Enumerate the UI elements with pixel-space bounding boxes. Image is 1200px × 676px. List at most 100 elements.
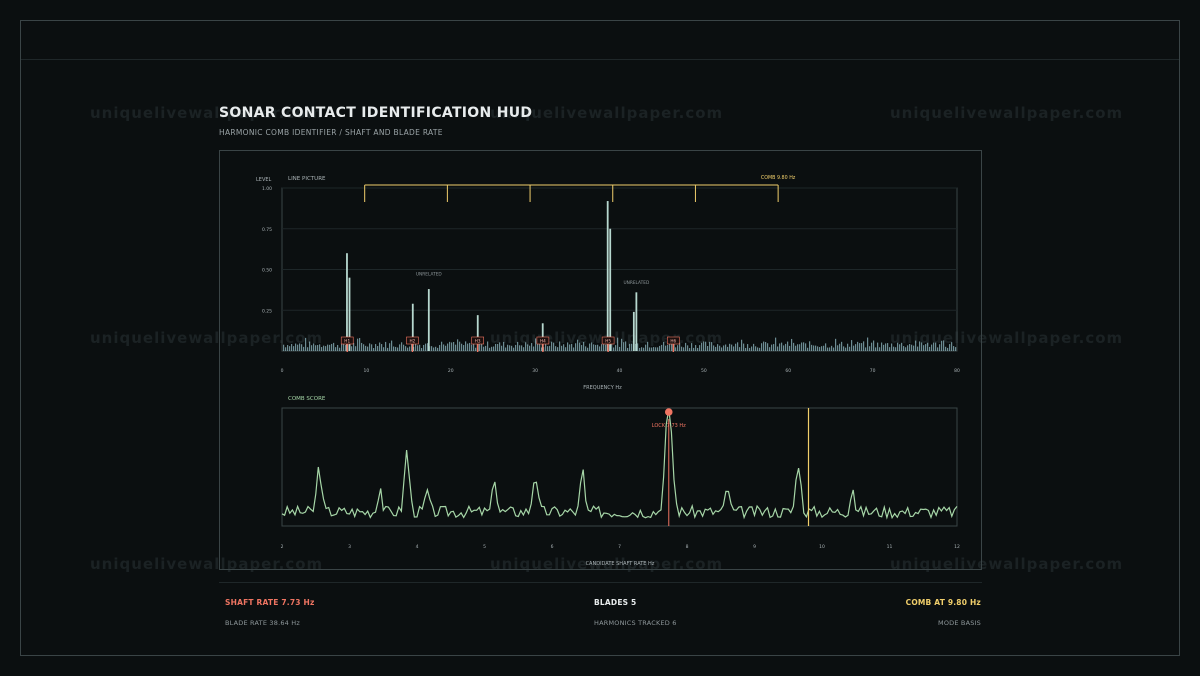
noise-bar [295, 343, 297, 351]
noise-bar [381, 344, 383, 351]
noise-bar [859, 343, 861, 351]
x-axis-label: CANDIDATE SHAFT RATE Hz [586, 561, 655, 567]
noise-bar [565, 347, 567, 351]
noise-bar [639, 347, 641, 351]
noise-bar [809, 341, 811, 351]
noise-bar [357, 338, 359, 351]
noise-bar [547, 346, 549, 351]
watermark: uniquelivewallpaper.com [90, 555, 324, 573]
noise-bar [427, 343, 429, 351]
noise-bar [947, 347, 949, 351]
noise-bar [813, 345, 815, 351]
noise-bar [731, 344, 733, 351]
noise-bar [313, 343, 315, 351]
noise-bar [709, 341, 711, 351]
noise-bar [559, 341, 561, 351]
noise-bar [829, 347, 831, 351]
noise-bar [955, 347, 957, 351]
noise-bar [767, 343, 769, 351]
comb-label: COMB 9.80 Hz [761, 175, 796, 181]
noise-bar [935, 342, 937, 351]
noise-bar [557, 347, 559, 351]
noise-bar [383, 347, 385, 351]
noise-bar [375, 344, 377, 351]
noise-bar [823, 345, 825, 351]
x-tick-label: 8 [686, 544, 689, 550]
x-tick-label: 20 [448, 368, 454, 374]
noise-bar [771, 344, 773, 351]
noise-bar [541, 347, 543, 351]
noise-bar [351, 346, 353, 351]
noise-bar [729, 343, 731, 351]
shaft-rate-readout: SHAFT RATE 7.73 Hz [225, 598, 315, 607]
noise-bar [369, 343, 371, 351]
noise-bar [691, 343, 693, 351]
noise-bar [941, 340, 943, 351]
noise-bar [535, 338, 537, 351]
noise-bar [869, 346, 871, 351]
noise-bar [507, 344, 509, 351]
noise-bar [793, 342, 795, 351]
noise-bar [333, 342, 335, 351]
noise-bar [299, 343, 301, 351]
noise-bar [533, 346, 535, 351]
noise-bar [783, 345, 785, 351]
noise-bar [415, 343, 417, 351]
noise-bar [705, 341, 707, 351]
noise-bar [343, 341, 345, 351]
noise-bar [493, 346, 495, 351]
noise-bar [649, 347, 651, 351]
noise-bar [845, 347, 847, 351]
harmonic-marker-label: H5 [605, 339, 611, 344]
noise-bar [617, 337, 619, 351]
noise-bar [405, 346, 407, 351]
annotation-unrelated: UNRELATED [623, 280, 649, 286]
noise-bar [611, 343, 613, 351]
noise-bar [847, 343, 849, 351]
noise-bar [555, 346, 557, 351]
noise-bar [661, 344, 663, 351]
tonal-line-bar [609, 228, 612, 351]
noise-bar [733, 346, 735, 351]
mode-readout: MODE BASIS [938, 619, 981, 627]
noise-bar [417, 345, 419, 351]
noise-bar [483, 346, 485, 351]
noise-bar [789, 345, 791, 351]
noise-bar [485, 345, 487, 351]
noise-bar [385, 341, 387, 351]
noise-bar [501, 345, 503, 351]
x-tick-label: 50 [701, 368, 707, 374]
noise-bar [903, 346, 905, 351]
noise-bar [701, 342, 703, 351]
noise-bar [927, 342, 929, 351]
noise-bar [457, 339, 459, 351]
y-tick-label: 0.25 [262, 308, 272, 314]
noise-bar [651, 347, 653, 351]
noise-bar [339, 347, 341, 351]
noise-bar [827, 347, 829, 351]
noise-bar [831, 345, 833, 351]
noise-bar [563, 344, 565, 351]
noise-bar [627, 347, 629, 351]
noise-bar [669, 342, 671, 351]
noise-bar [549, 345, 551, 351]
noise-bar [489, 347, 491, 351]
noise-bar [925, 344, 927, 351]
tonal-line-bar [346, 253, 348, 351]
noise-bar [915, 340, 917, 351]
noise-bar [695, 345, 697, 351]
noise-bar [589, 343, 591, 351]
noise-bar [763, 341, 765, 351]
noise-bar [303, 346, 305, 351]
noise-bar [403, 344, 405, 351]
noise-bar [523, 347, 525, 351]
noise-bar [877, 342, 879, 351]
noise-bar [785, 343, 787, 351]
page-subtitle: HARMONIC COMB IDENTIFIER / SHAFT AND BLA… [219, 128, 443, 137]
noise-bar [345, 345, 347, 351]
watermark: uniquelivewallpaper.com [890, 329, 1124, 347]
noise-bar [283, 344, 285, 351]
noise-bar [727, 346, 729, 351]
noise-bar [787, 341, 789, 351]
noise-bar [595, 344, 597, 351]
